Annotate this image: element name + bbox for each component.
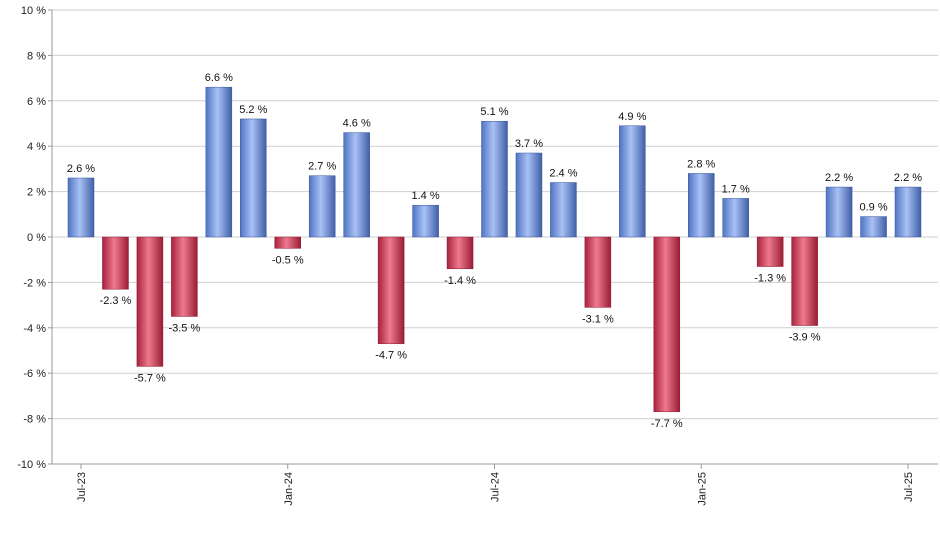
data-label: 2.4 %: [549, 168, 577, 180]
data-label: -3.5 %: [168, 322, 200, 334]
bar-may-24: [412, 204, 439, 238]
data-label: -3.1 %: [582, 313, 614, 325]
bar-mar-25: [756, 236, 784, 267]
bar-jul-25: [894, 186, 922, 238]
bar-nov-24: [619, 125, 646, 238]
data-label: 4.9 %: [618, 111, 646, 123]
bar-feb-24: [308, 175, 336, 238]
data-label: 1.7 %: [722, 183, 750, 195]
data-label: 2.7 %: [308, 161, 336, 173]
y-tick-label: 0 %: [27, 232, 46, 244]
bar-feb-25: [722, 198, 749, 238]
data-label: -7.7 %: [651, 418, 683, 430]
bar-oct-24: [584, 236, 612, 308]
data-label: -2.3 %: [100, 295, 132, 307]
x-tick-label: Jan-24: [283, 472, 295, 506]
bar-oct-23: [171, 236, 198, 317]
y-tick-label: -6 %: [23, 368, 46, 380]
bars: [67, 86, 922, 413]
bar-jul-24: [481, 120, 508, 238]
y-tick-label: -4 %: [23, 323, 46, 335]
bar-aug-24: [515, 152, 543, 238]
data-label: -5.7 %: [134, 372, 166, 384]
data-label: 5.2 %: [239, 104, 267, 116]
data-label: 5.1 %: [480, 106, 508, 118]
data-label: 6.6 %: [205, 72, 233, 84]
bar-jan-24: [274, 236, 301, 249]
bar-apr-25: [791, 236, 818, 326]
axes: [51, 10, 938, 465]
data-labels: 2.6 % -2.3 % -5.7 % -3.5 % 6.6 % 5.2 % -0.5 % 2…: [67, 72, 922, 430]
data-label: 2.2 %: [825, 172, 853, 184]
data-label: 3.7 %: [515, 138, 543, 150]
y-axis-ticks: 10 % 8 % 6 % 4 % 2 % 0 % -2 % -4 % -6 % -8 % -10 %: [17, 5, 52, 471]
data-label: 2.6 %: [67, 163, 95, 175]
bar-apr-24: [377, 236, 405, 344]
x-tick-label: Jan-25: [696, 472, 708, 506]
y-tick-label: 8 %: [27, 50, 46, 62]
bar-sep-23: [136, 236, 164, 367]
x-tick-label: Jul-24: [490, 472, 502, 502]
y-tick-label: -8 %: [23, 414, 46, 426]
x-tick-label: Jul-23: [76, 472, 88, 502]
bar-may-25: [825, 186, 853, 238]
data-label: -0.5 %: [272, 254, 304, 266]
data-label: 4.6 %: [343, 118, 371, 130]
x-axis-ticks: Jul-23 Jan-24 Jul-24 Jan-25 Jul-25: [76, 464, 915, 506]
y-tick-label: 10 %: [21, 5, 46, 17]
y-tick-label: -10 %: [17, 459, 46, 471]
data-label: -3.9 %: [789, 332, 821, 344]
bar-mar-24: [343, 132, 370, 238]
data-label: 2.2 %: [894, 172, 922, 184]
data-label: 0.9 %: [859, 202, 887, 214]
bar-dec-24: [653, 236, 681, 413]
bar-jan-25: [688, 173, 715, 238]
bar-dec-23: [240, 118, 267, 238]
y-tick-label: 6 %: [27, 96, 46, 108]
y-tick-label: 2 %: [27, 187, 46, 199]
y-tick-label: 4 %: [27, 141, 46, 153]
bar-nov-23: [205, 86, 233, 238]
data-label: 2.8 %: [687, 158, 715, 170]
bar-jun-24: [446, 236, 474, 270]
bar-jul-23: [67, 177, 95, 238]
data-label: -1.3 %: [754, 273, 786, 285]
data-label: 1.4 %: [412, 190, 440, 202]
bar-aug-23: [102, 236, 129, 290]
data-label: -4.7 %: [375, 350, 407, 362]
x-tick-label: Jul-25: [903, 472, 915, 502]
data-label: -1.4 %: [444, 275, 476, 287]
y-tick-label: -2 %: [23, 277, 46, 289]
bar-sep-24: [550, 182, 577, 238]
bar-jun-25: [860, 216, 887, 238]
